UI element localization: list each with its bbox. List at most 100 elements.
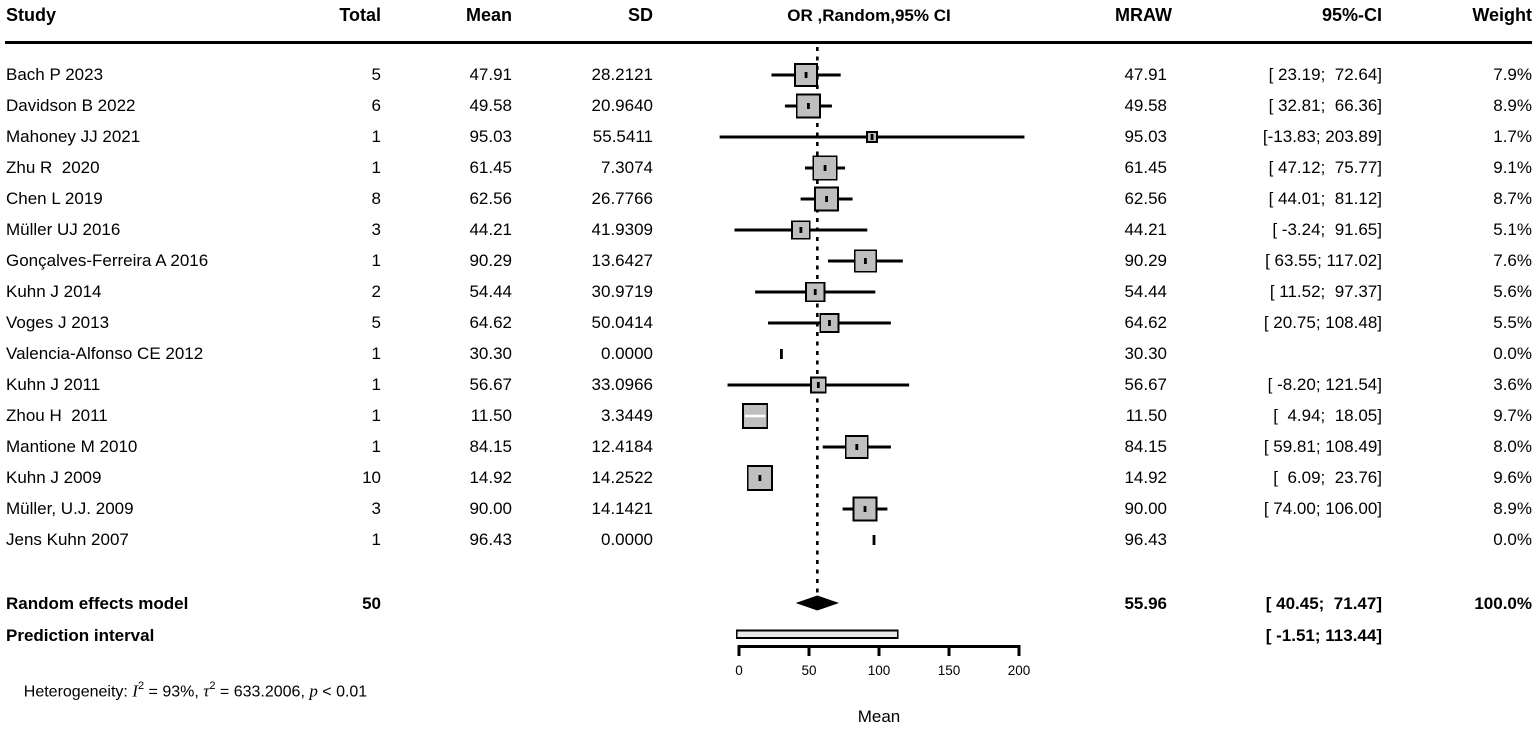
- mean-cell: 90.29: [469, 251, 512, 270]
- ci-cell: [ 11.52; 97.37]: [1269, 282, 1382, 301]
- study-cell: Müller UJ 2016: [6, 220, 121, 239]
- weight-cell: 8.9%: [1493, 96, 1532, 115]
- prediction-label: Prediction interval: [6, 626, 155, 645]
- ci-cell: [ 4.94; 18.05]: [1273, 406, 1382, 425]
- ci-cell: [ 6.09; 23.76]: [1273, 468, 1382, 487]
- sd-cell: 14.1421: [591, 499, 653, 518]
- point-estimate-marker: [823, 165, 827, 171]
- point-estimate-marker: [799, 227, 803, 233]
- mean-cell: 49.58: [469, 96, 512, 115]
- header-divider-rule: [5, 41, 1532, 44]
- study-cell: Davidson B 2022: [6, 96, 136, 115]
- ci-cell: [ 23.19; 72.64]: [1268, 65, 1382, 84]
- total-cell: 6: [371, 96, 381, 115]
- axis-tick-label: 50: [801, 663, 816, 678]
- column-header-total: Total: [339, 5, 381, 25]
- mean-cell: 61.45: [469, 158, 512, 177]
- summary-weight: 100.0%: [1474, 594, 1532, 613]
- mean-cell: 47.91: [469, 65, 512, 84]
- weight-cell: 7.6%: [1493, 251, 1532, 270]
- het-i-value: = 93%,: [144, 683, 204, 701]
- total-cell: 1: [371, 127, 381, 146]
- point-estimate-marker: [828, 320, 831, 326]
- axis-tick-label: 100: [868, 663, 891, 678]
- ci-cell: [ 59.81; 108.49]: [1263, 437, 1382, 456]
- mean-cell: 96.43: [469, 530, 512, 549]
- mraw-cell: 47.91: [1124, 65, 1167, 84]
- mraw-cell: 30.30: [1124, 344, 1167, 363]
- study-cell: Gonçalves-Ferreira A 2016: [6, 251, 209, 270]
- total-cell: 5: [371, 313, 381, 332]
- total-cell: 5: [371, 65, 381, 84]
- ci-cell: [ -3.24; 91.65]: [1272, 220, 1382, 239]
- mean-cell: 11.50: [470, 406, 512, 425]
- total-cell: 1: [371, 251, 381, 270]
- mraw-cell: 84.15: [1124, 437, 1167, 456]
- study-cell: Jens Kuhn 2007: [6, 530, 129, 549]
- mraw-cell: 64.62: [1124, 313, 1167, 332]
- mean-cell: 64.62: [469, 313, 512, 332]
- het-i-symbol: I: [132, 681, 138, 701]
- study-cell: Kuhn J 2009: [6, 468, 102, 487]
- mean-cell: 44.21: [469, 220, 512, 239]
- sd-cell: 13.6427: [591, 251, 653, 270]
- mean-cell: 95.03: [469, 127, 512, 146]
- column-header-mean: Mean: [465, 5, 512, 25]
- point-estimate-marker: [863, 506, 867, 512]
- weight-cell: 5.5%: [1493, 313, 1532, 332]
- mraw-cell: 54.44: [1124, 282, 1167, 301]
- column-header-study: Study: [6, 5, 57, 25]
- study-cell: Chen L 2019: [6, 189, 103, 208]
- het-p-symbol: p: [309, 681, 318, 701]
- mraw-cell: 11.50: [1125, 406, 1167, 425]
- sd-cell: 3.3449: [601, 406, 653, 425]
- mean-cell: 30.30: [469, 344, 512, 363]
- total-cell: 3: [371, 499, 381, 518]
- sd-cell: 26.7766: [591, 189, 653, 208]
- total-cell: 10: [362, 468, 381, 487]
- study-weight-square: [746, 465, 773, 491]
- weight-cell: 9.7%: [1493, 406, 1532, 425]
- axis-tick-label: 150: [938, 663, 961, 678]
- summary-total: 50: [362, 594, 381, 613]
- axis-tick-label: 0: [735, 663, 743, 678]
- mraw-cell: 95.03: [1124, 127, 1167, 146]
- mean-cell: 14.92: [469, 468, 512, 487]
- study-cell: Valencia-Alfonso CE 2012: [6, 344, 204, 363]
- column-header-sd: SD: [627, 5, 653, 25]
- total-cell: 1: [371, 530, 381, 549]
- zero-weight-tick: [780, 349, 783, 359]
- point-estimate-marker: [813, 289, 817, 295]
- mraw-cell: 14.92: [1124, 468, 1167, 487]
- ci-cell: [ 44.01; 81.12]: [1268, 189, 1382, 208]
- total-cell: 1: [371, 344, 381, 363]
- total-cell: 1: [371, 158, 381, 177]
- ci-cell: [-13.83; 203.89]: [1262, 127, 1382, 146]
- mraw-cell: 62.56: [1124, 189, 1167, 208]
- column-header-plot: OR ,Random,95% CI: [787, 6, 951, 25]
- summary-mraw: 55.96: [1124, 594, 1167, 613]
- mean-cell: 90.00: [469, 499, 512, 518]
- het-i-sup: 2: [137, 680, 145, 692]
- mraw-cell: 90.29: [1124, 251, 1167, 270]
- column-header-ci: 95%-CI: [1321, 5, 1382, 25]
- mean-cell: 84.15: [469, 437, 512, 456]
- sd-cell: 41.9309: [591, 220, 653, 239]
- weight-cell: 1.7%: [1493, 127, 1532, 146]
- point-estimate-marker: [807, 103, 810, 109]
- total-cell: 1: [371, 375, 381, 394]
- point-estimate-marker: [804, 72, 808, 78]
- mean-cell: 62.56: [469, 189, 512, 208]
- summary-ci: [ 40.45; 71.47]: [1265, 594, 1382, 613]
- study-cell: Müller, U.J. 2009: [6, 499, 134, 518]
- ci-cell: [ 20.75; 108.48]: [1263, 313, 1382, 332]
- mraw-cell: 61.45: [1124, 158, 1167, 177]
- study-cell: Bach P 2023: [6, 65, 104, 84]
- ci-cell: [ -8.20; 121.54]: [1267, 375, 1382, 394]
- weight-cell: 8.7%: [1493, 189, 1532, 208]
- mraw-cell: 49.58: [1124, 96, 1167, 115]
- sd-cell: 20.9640: [591, 96, 653, 115]
- sd-cell: 7.3074: [601, 158, 653, 177]
- weight-cell: 9.6%: [1493, 468, 1532, 487]
